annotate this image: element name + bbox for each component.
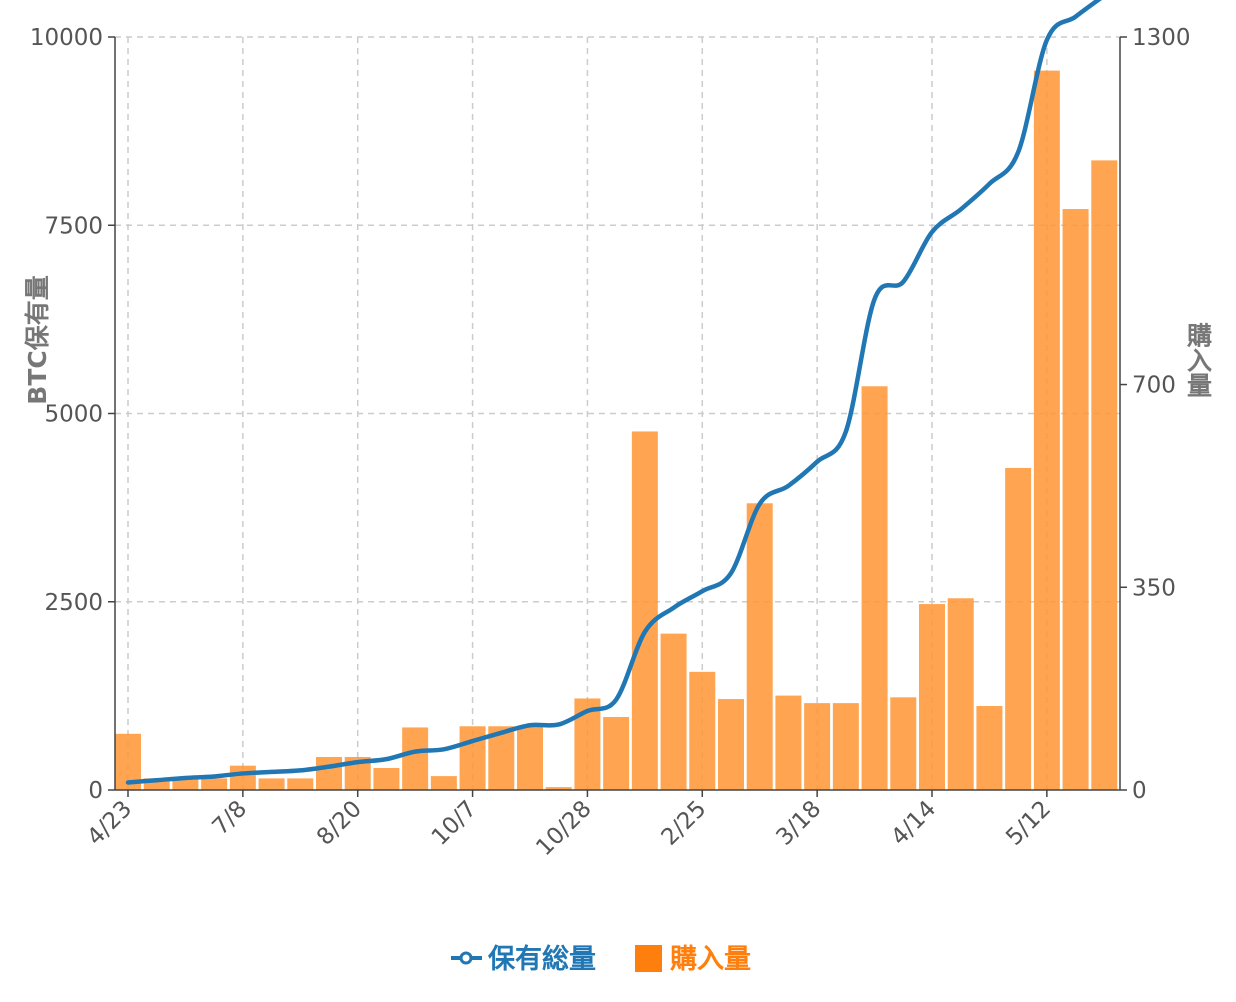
bar (287, 778, 314, 790)
bar (201, 778, 228, 790)
right-tick-label: 0 (1132, 778, 1147, 804)
x-tick-label: 2/25 (657, 796, 712, 851)
bar (890, 697, 917, 790)
legend-item-bar[interactable]: 購入量 (635, 944, 751, 975)
bar (1005, 467, 1032, 790)
bar (689, 671, 716, 790)
line-group (125, 0, 1103, 785)
legend-marker-icon (459, 951, 473, 965)
right-tick-label: 1300 (1132, 25, 1191, 51)
bar (1062, 209, 1089, 790)
bar (804, 703, 831, 790)
series-line (125, 0, 1103, 785)
x-tick-label: 4/23 (82, 796, 137, 851)
x-tick-label: 8/20 (312, 796, 367, 851)
x-tick-label: 4/14 (886, 796, 941, 851)
left-tick-label: 7500 (44, 213, 103, 239)
left-tick-label: 5000 (44, 402, 103, 428)
bar (459, 726, 486, 790)
left-axis-title: BTC保有量 (23, 275, 52, 404)
bar (258, 778, 285, 790)
bar (746, 503, 773, 790)
x-tick-label: 10/28 (531, 796, 596, 861)
left-tick-label: 0 (88, 778, 103, 804)
x-tick-label: 5/12 (1001, 796, 1056, 851)
legend-label-bar: 購入量 (670, 944, 751, 975)
legend-square-icon (635, 945, 662, 972)
bar (316, 756, 342, 790)
bar (861, 386, 888, 790)
bar (631, 431, 658, 790)
bar (775, 695, 802, 790)
bar (1033, 70, 1060, 790)
bar (517, 726, 543, 790)
legend[interactable]: 保有総量 購入量 (451, 943, 751, 975)
bar (832, 703, 859, 790)
legend-item-line[interactable]: 保有総量 (451, 943, 596, 975)
left-tick-label: 2500 (44, 590, 103, 616)
bar (660, 633, 687, 790)
x-ticks: 4/23 7/8 8/20 10/7 10/28 2/25 3/18 4/14 5/12 (82, 790, 1056, 861)
x-tick-label: 7/8 (208, 796, 253, 841)
right-tick-label: 700 (1132, 373, 1176, 399)
bar (947, 598, 974, 790)
bar (718, 699, 744, 790)
bar (545, 787, 572, 790)
left-ticks: 0 2500 5000 7500 10000 (30, 25, 115, 804)
bar (430, 776, 457, 790)
x-tick-label: 3/18 (771, 796, 826, 851)
bar (402, 727, 429, 790)
bar (229, 765, 256, 790)
right-axis-title: 購入量 (1184, 323, 1213, 398)
left-tick-label: 10000 (30, 25, 103, 51)
bars-group (115, 70, 1118, 790)
bar (603, 717, 630, 790)
bar (919, 604, 945, 790)
bar (143, 778, 170, 790)
bar (1091, 160, 1118, 790)
x-tick-label: 10/7 (427, 796, 482, 851)
bar (373, 767, 400, 790)
legend-label-line: 保有総量 (487, 943, 596, 975)
right-ticks: 0 350 700 1300 (1120, 25, 1191, 804)
right-tick-label: 350 (1132, 575, 1176, 601)
bar (976, 706, 1003, 790)
bar (172, 778, 199, 790)
